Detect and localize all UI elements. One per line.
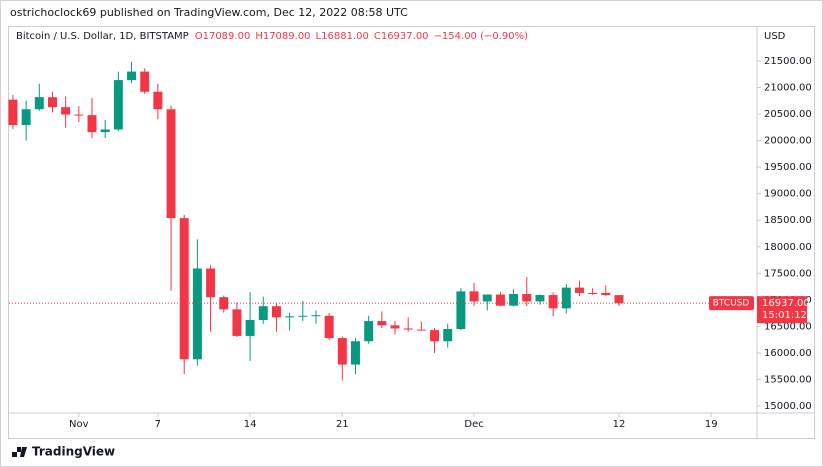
candle-body bbox=[153, 91, 163, 110]
candle-body bbox=[87, 115, 97, 133]
candle-body bbox=[245, 320, 255, 336]
candle-body bbox=[482, 294, 492, 302]
candle-body bbox=[127, 71, 137, 81]
candle-body bbox=[166, 109, 176, 219]
x-tick-label: 14 bbox=[244, 419, 257, 430]
x-tick-label: Dec bbox=[464, 419, 483, 430]
y-tick-label: 15000.00 bbox=[764, 401, 812, 412]
candle-body bbox=[574, 287, 584, 293]
symbol-tag-label: BTCUSD bbox=[713, 299, 750, 309]
candle-body bbox=[100, 129, 110, 133]
y-tick-label: 17500.00 bbox=[764, 268, 812, 279]
candle-body bbox=[311, 315, 321, 317]
x-tick-label: 21 bbox=[336, 419, 349, 430]
candle-body bbox=[271, 306, 281, 318]
price-tag-label: 16937.00 bbox=[762, 298, 810, 309]
candle-body bbox=[61, 107, 71, 115]
y-tick-label: 21500.00 bbox=[764, 56, 812, 67]
candle-body bbox=[298, 315, 308, 317]
legend-open: O17089.00 bbox=[195, 31, 251, 42]
candle-body bbox=[206, 268, 216, 298]
symbol-tag bbox=[709, 296, 754, 311]
legend-close: C16937.00 bbox=[374, 31, 429, 42]
y-tick-label: 16000.00 bbox=[764, 348, 812, 359]
countdown-label: 15:01:12 bbox=[762, 310, 807, 321]
candle-body bbox=[21, 109, 31, 126]
candle-body bbox=[47, 97, 57, 108]
chart-pane bbox=[8, 26, 815, 439]
x-tick-label: Nov bbox=[69, 419, 89, 430]
candle-body bbox=[258, 306, 268, 321]
candle-body bbox=[8, 99, 18, 126]
candle-body bbox=[469, 291, 479, 302]
candle-body bbox=[377, 321, 387, 326]
candle-body bbox=[403, 328, 413, 330]
candle-body bbox=[179, 218, 189, 360]
y-tick-label: 21000.00 bbox=[764, 83, 812, 94]
candle-body bbox=[324, 315, 334, 339]
y-tick-label: 19500.00 bbox=[764, 162, 812, 173]
candle-body bbox=[285, 316, 295, 318]
y-tick-label: 19000.00 bbox=[764, 189, 812, 200]
candle-body bbox=[522, 293, 532, 302]
y-tick-label: 20000.00 bbox=[764, 136, 812, 147]
candle-body bbox=[416, 329, 426, 331]
y-tick-label: 20500.00 bbox=[764, 109, 812, 120]
candle-body bbox=[219, 297, 229, 310]
legend-low: L16881.00 bbox=[316, 31, 369, 42]
candle-body bbox=[337, 338, 347, 365]
candle-body bbox=[495, 294, 505, 306]
candle-body bbox=[430, 330, 440, 342]
y-tick-label: 18500.00 bbox=[764, 215, 812, 226]
x-tick-label: 19 bbox=[705, 419, 718, 430]
candle-body bbox=[364, 321, 374, 342]
candle-body bbox=[443, 329, 453, 342]
candle-body bbox=[140, 71, 150, 92]
candle-body bbox=[192, 268, 202, 360]
candle-body bbox=[548, 295, 558, 309]
legend-high: H17089.00 bbox=[255, 31, 310, 42]
candle-body bbox=[74, 114, 84, 116]
currency: USD bbox=[764, 31, 786, 42]
candle-body bbox=[614, 295, 624, 304]
publish-info: ostrichoclock69 published on TradingView… bbox=[10, 6, 408, 19]
candle-body bbox=[390, 325, 400, 329]
candle-body bbox=[561, 287, 571, 309]
symbol-legend: Bitcoin / U.S. Dollar, 1D, BITSTAMP bbox=[16, 31, 189, 42]
y-tick-label: 16500.00 bbox=[764, 321, 812, 332]
x-tick-label: 7 bbox=[155, 419, 161, 430]
candle-body bbox=[456, 291, 466, 330]
x-tick-label: 12 bbox=[613, 419, 626, 430]
y-tick-label: 15500.00 bbox=[764, 374, 812, 385]
tradingview-logo bbox=[12, 447, 27, 457]
candle-body bbox=[601, 292, 611, 296]
candle-body bbox=[509, 293, 519, 306]
candle-body bbox=[232, 309, 242, 336]
y-tick-label: 18000.00 bbox=[764, 242, 812, 253]
candle-body bbox=[34, 97, 44, 110]
footer-brand: TradingView bbox=[32, 445, 115, 459]
candle-body bbox=[535, 295, 545, 302]
candle-body bbox=[113, 80, 123, 130]
price-tag bbox=[757, 296, 807, 324]
legend-change: −154.00 (−0.90%) bbox=[434, 31, 529, 42]
candle-body bbox=[588, 292, 598, 294]
candle-body bbox=[351, 341, 360, 365]
